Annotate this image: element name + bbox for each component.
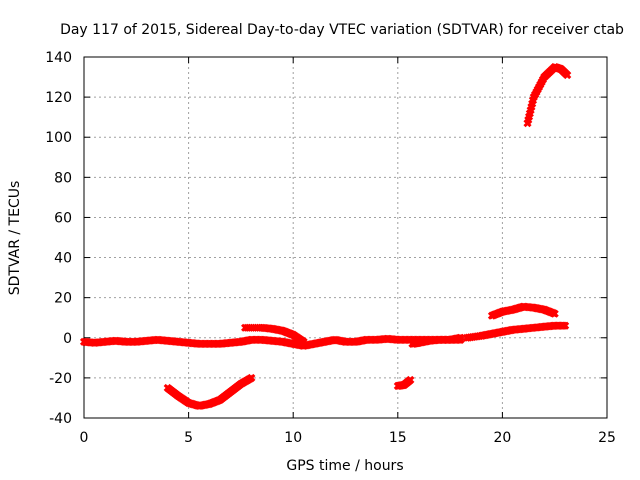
x-tick-label: 15 — [389, 430, 407, 446]
chart-title: Day 117 of 2015, Sidereal Day-to-day VTE… — [60, 22, 624, 38]
data-series — [79, 62, 572, 411]
y-tick-label: 80 — [54, 170, 72, 186]
plot-frame — [83, 56, 608, 419]
data-point — [247, 373, 256, 382]
y-tick-label: 20 — [54, 291, 72, 307]
y-tick-label: 0 — [63, 331, 72, 347]
data-series-5 — [462, 321, 570, 342]
y-tick-label: 40 — [54, 251, 72, 267]
y-tick-label: 120 — [45, 90, 72, 106]
y-tick-label: -40 — [49, 411, 72, 427]
axis-ticks: 0 5 10 15 20 25 -40 -20 0 20 40 60 80 100 120 140 — [45, 50, 616, 446]
y-tick-label: 100 — [45, 130, 72, 146]
data-series-1 — [163, 373, 256, 411]
x-tick-label: 5 — [184, 430, 193, 446]
data-series-4 — [408, 333, 465, 348]
y-tick-label: -20 — [49, 371, 72, 387]
x-tick-label: 25 — [598, 430, 616, 446]
x-tick-label: 10 — [284, 430, 302, 446]
data-series-2 — [241, 323, 308, 346]
data-point — [561, 321, 570, 330]
x-tick-label: 20 — [493, 430, 511, 446]
y-axis-label: SDTVAR / TECUs — [7, 181, 23, 296]
y-tick-label: 60 — [54, 210, 72, 226]
x-axis-label: GPS time / hours — [286, 458, 403, 474]
data-series-7 — [523, 62, 572, 128]
data-series-3 — [393, 375, 415, 390]
x-tick-label: 0 — [80, 430, 89, 446]
y-tick-label: 140 — [45, 50, 72, 66]
data-point — [299, 337, 308, 346]
data-series-0 — [79, 334, 465, 350]
data-point — [406, 375, 415, 384]
data-point — [563, 70, 572, 80]
data-point — [550, 309, 559, 318]
grid-lines — [84, 57, 607, 418]
data-series-6 — [487, 302, 559, 320]
data-point — [456, 333, 465, 342]
